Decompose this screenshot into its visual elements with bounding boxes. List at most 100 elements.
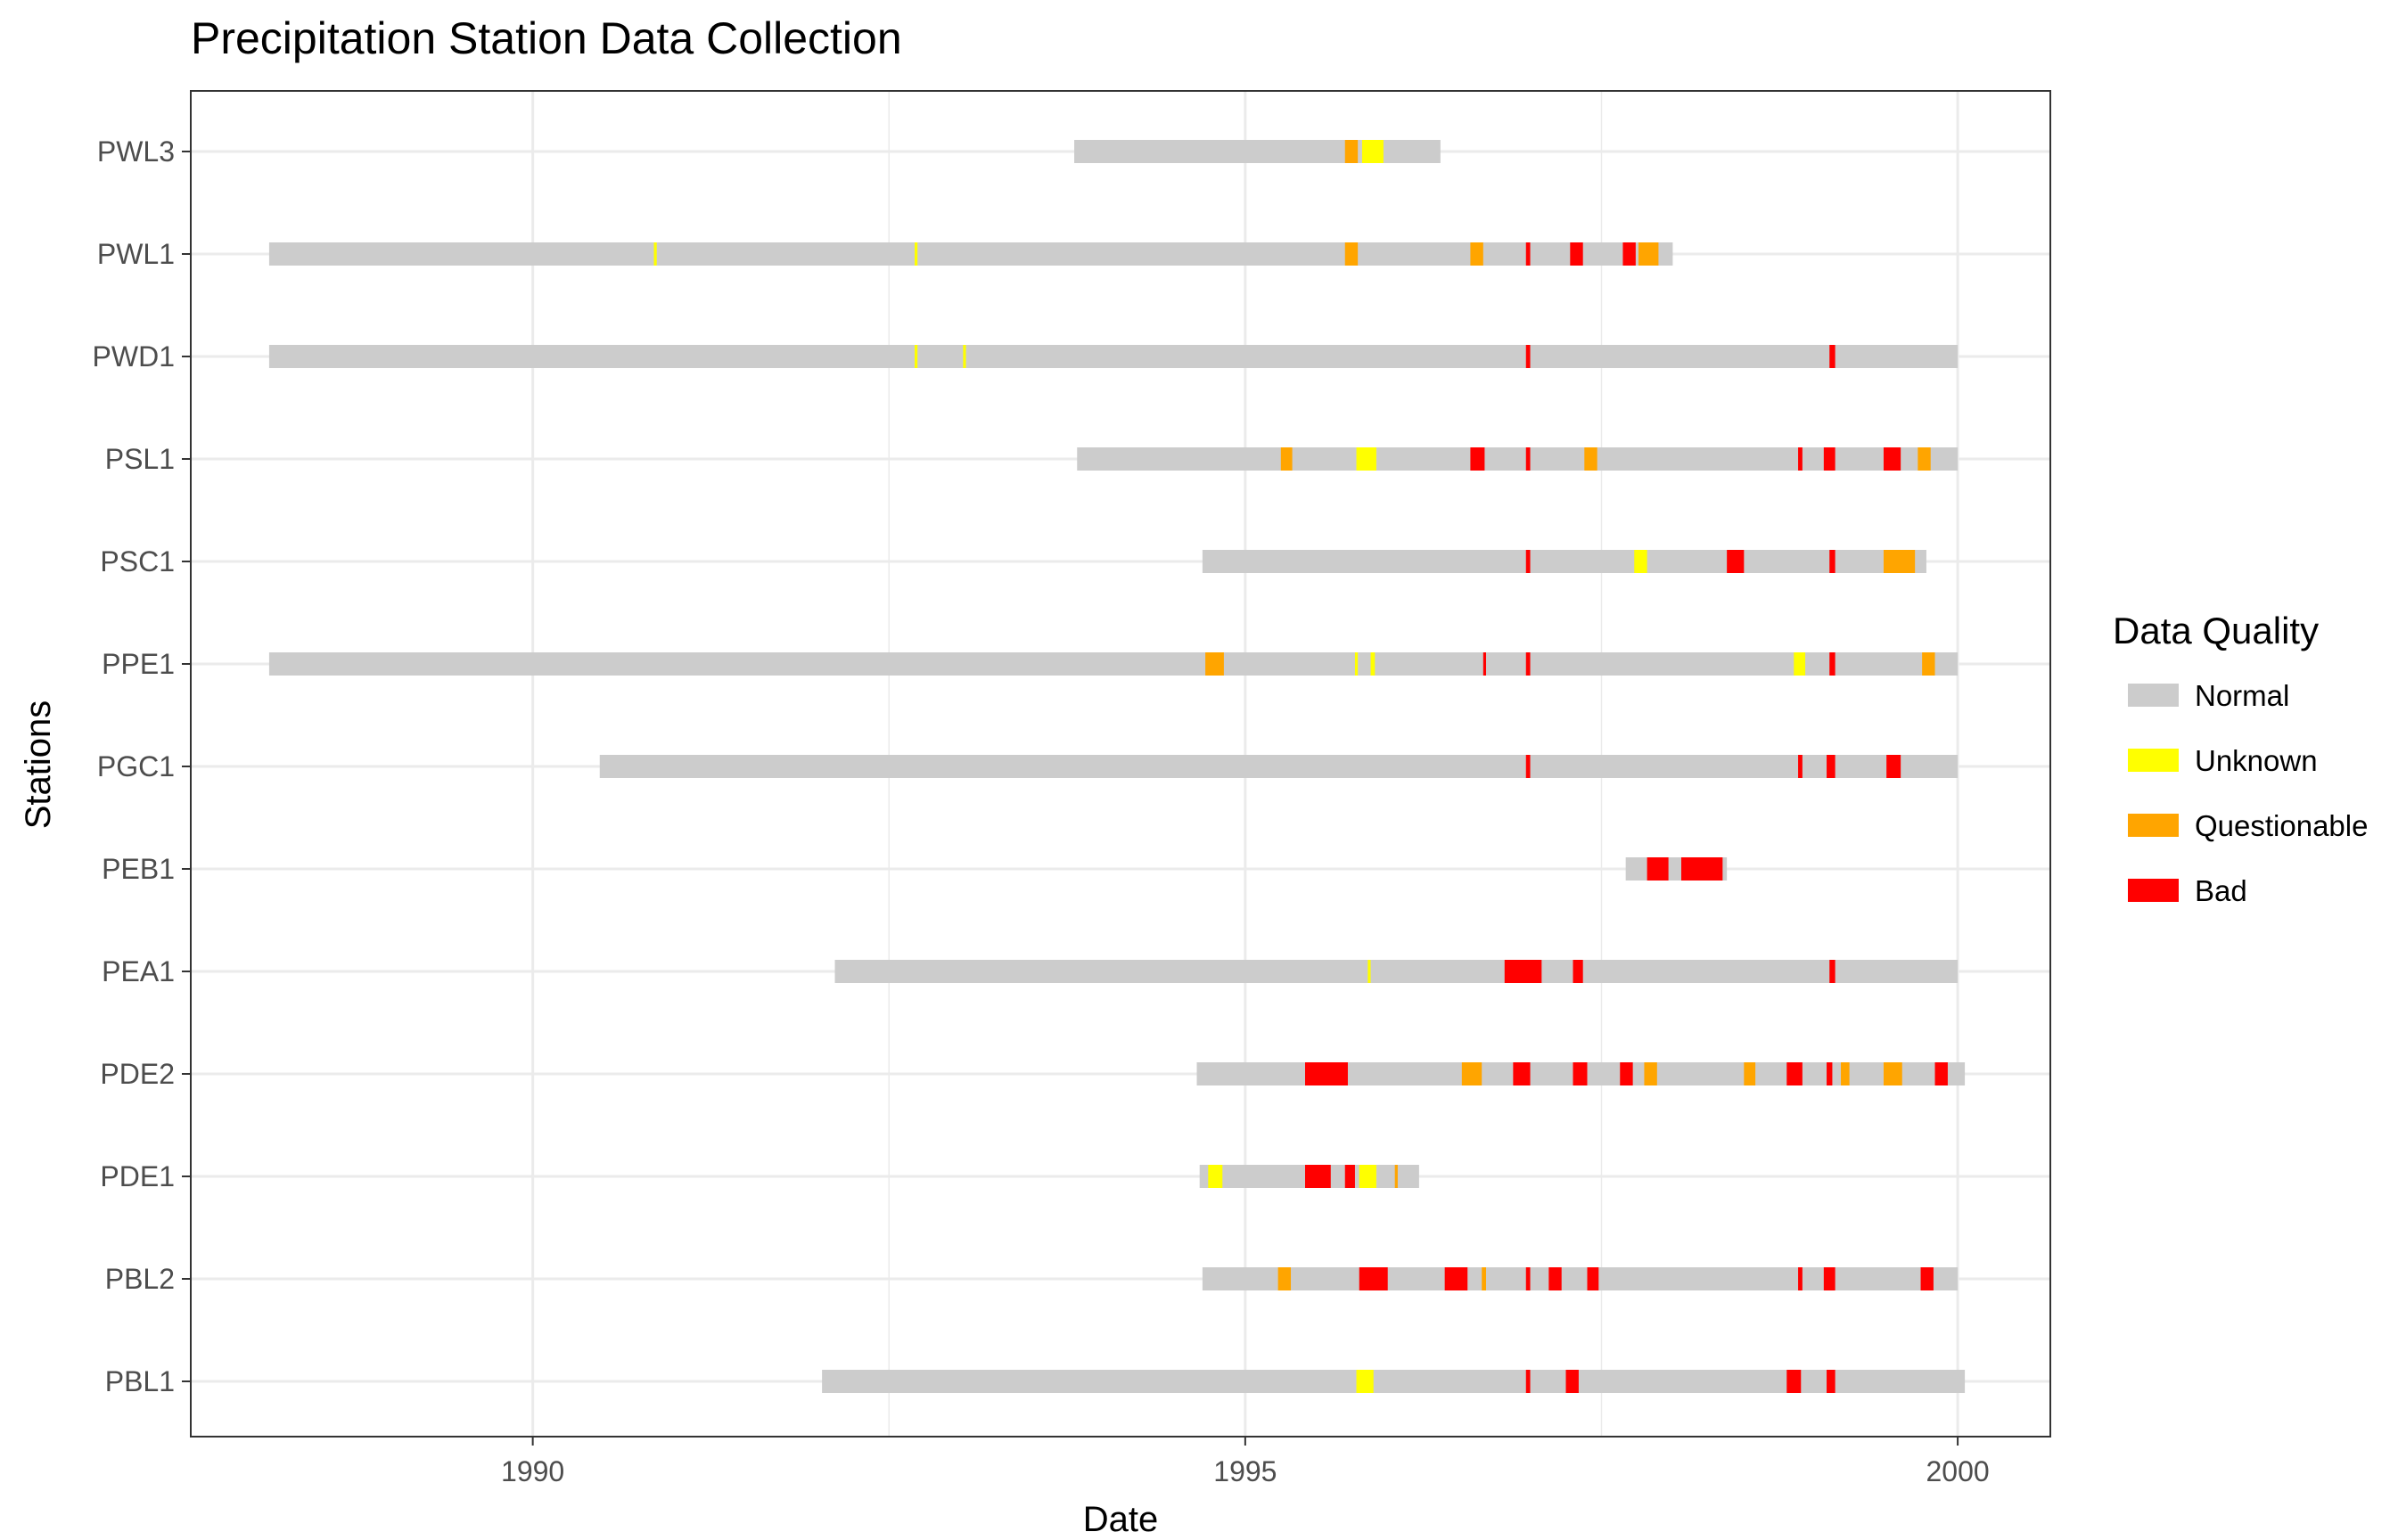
bad-segment bbox=[1934, 1062, 1948, 1085]
unknown-segment bbox=[1370, 652, 1376, 676]
bad-segment bbox=[1525, 755, 1531, 778]
x-tick-label: 1995 bbox=[1213, 1455, 1277, 1487]
y-tick-label: PSC1 bbox=[100, 545, 175, 578]
legend-swatch bbox=[2128, 749, 2179, 772]
bad-segment bbox=[1727, 550, 1745, 573]
bad-segment bbox=[1548, 1267, 1562, 1290]
bad-segment bbox=[1525, 1267, 1531, 1290]
bad-segment bbox=[1829, 960, 1835, 983]
bad-segment bbox=[1827, 1370, 1835, 1393]
chart-title: Precipitation Station Data Collection bbox=[191, 13, 902, 63]
unknown-segment bbox=[1361, 140, 1384, 163]
station-row-pgc1 bbox=[599, 755, 1959, 778]
y-axis-ticks: PWL3 PWL1 PWD1 PSL1 PSC1 PPE1 PGC1 PEB1 PEA1 PDE2… bbox=[93, 135, 191, 1397]
bad-segment bbox=[1573, 1062, 1588, 1085]
station-row-psc1 bbox=[1202, 550, 1926, 573]
legend-label: Bad bbox=[2195, 874, 2247, 907]
questionable-segment bbox=[1205, 652, 1224, 676]
normal-span-bar bbox=[268, 242, 1673, 266]
bad-segment bbox=[1482, 652, 1487, 676]
bad-segment bbox=[1344, 1165, 1355, 1188]
questionable-segment bbox=[1883, 1062, 1902, 1085]
y-tick-label: PBL1 bbox=[105, 1365, 175, 1397]
unknown-segment bbox=[1354, 652, 1359, 676]
questionable-segment bbox=[1744, 1062, 1756, 1085]
normal-span-bar bbox=[1077, 447, 1959, 471]
station-row-pde2 bbox=[1196, 1062, 1966, 1085]
normal-span-bar bbox=[1074, 140, 1441, 163]
bad-segment bbox=[1470, 447, 1485, 471]
bad-segment bbox=[1827, 1062, 1833, 1085]
legend-title: Data Quality bbox=[2113, 610, 2319, 651]
questionable-segment bbox=[1584, 447, 1597, 471]
y-tick-label: PEA1 bbox=[102, 955, 175, 987]
bad-segment bbox=[1570, 242, 1583, 266]
bad-segment bbox=[1823, 1267, 1835, 1290]
station-row-peb1 bbox=[1625, 857, 1728, 881]
station-bars bbox=[268, 140, 1966, 1393]
bad-segment bbox=[1647, 857, 1669, 881]
y-tick-label: PWL1 bbox=[97, 238, 175, 270]
station-row-pea1 bbox=[834, 960, 1959, 983]
y-tick-label: PDE1 bbox=[100, 1160, 175, 1192]
y-tick-label: PEB1 bbox=[102, 853, 175, 885]
questionable-segment bbox=[1277, 1267, 1292, 1290]
y-tick-label: PDE2 bbox=[100, 1058, 175, 1090]
normal-span-bar bbox=[834, 960, 1959, 983]
bad-segment bbox=[1829, 345, 1835, 368]
y-tick-label: PSL1 bbox=[105, 443, 175, 475]
bad-segment bbox=[1886, 755, 1901, 778]
legend-item-normal: Normal bbox=[2128, 679, 2289, 712]
bad-segment bbox=[1444, 1267, 1468, 1290]
bad-segment bbox=[1504, 960, 1542, 983]
station-row-pbl2 bbox=[1202, 1267, 1959, 1290]
x-tick-label: 1990 bbox=[501, 1455, 564, 1487]
station-row-psl1 bbox=[1077, 447, 1959, 471]
y-tick-label: PBL2 bbox=[105, 1263, 175, 1295]
bad-segment bbox=[1883, 447, 1901, 471]
questionable-segment bbox=[1344, 140, 1359, 163]
legend-label: Normal bbox=[2195, 679, 2289, 712]
bad-segment bbox=[1823, 447, 1835, 471]
y-axis-title: Stations bbox=[19, 700, 58, 830]
bad-segment bbox=[1525, 652, 1531, 676]
station-row-pwd1 bbox=[268, 345, 1959, 368]
unknown-segment bbox=[915, 345, 918, 368]
questionable-segment bbox=[1841, 1062, 1850, 1085]
legend-label: Questionable bbox=[2195, 809, 2368, 842]
x-tick-label: 2000 bbox=[1926, 1455, 1990, 1487]
unknown-segment bbox=[1356, 447, 1376, 471]
station-row-pwl3 bbox=[1074, 140, 1441, 163]
bad-segment bbox=[1587, 1267, 1599, 1290]
questionable-segment bbox=[1638, 242, 1659, 266]
unknown-segment bbox=[1794, 652, 1806, 676]
bad-segment bbox=[1305, 1062, 1348, 1085]
plot-panel-border bbox=[190, 90, 2051, 1438]
questionable-segment bbox=[1344, 242, 1359, 266]
bad-segment bbox=[1829, 652, 1835, 676]
questionable-segment bbox=[1918, 447, 1931, 471]
bad-segment bbox=[1798, 1267, 1803, 1290]
unknown-segment bbox=[1208, 1165, 1223, 1188]
bad-segment bbox=[1359, 1267, 1388, 1290]
y-tick-label: PGC1 bbox=[97, 750, 175, 782]
bad-segment bbox=[1525, 1370, 1531, 1393]
normal-span-bar bbox=[1202, 1267, 1959, 1290]
questionable-segment bbox=[1461, 1062, 1482, 1085]
bad-segment bbox=[1620, 1062, 1633, 1085]
normal-span-bar bbox=[822, 1370, 1966, 1393]
questionable-segment bbox=[1644, 1062, 1657, 1085]
bad-segment bbox=[1525, 550, 1531, 573]
bad-segment bbox=[1786, 1370, 1802, 1393]
legend-label: Unknown bbox=[2195, 744, 2318, 777]
bad-segment bbox=[1827, 755, 1835, 778]
legend-swatch bbox=[2128, 879, 2179, 902]
normal-span-bar bbox=[599, 755, 1959, 778]
unknown-segment bbox=[1359, 1165, 1376, 1188]
bad-segment bbox=[1786, 1062, 1803, 1085]
station-row-ppe1 bbox=[268, 652, 1959, 676]
bad-segment bbox=[1525, 345, 1531, 368]
station-row-pbl1 bbox=[822, 1370, 1966, 1393]
normal-span-bar bbox=[268, 345, 1959, 368]
